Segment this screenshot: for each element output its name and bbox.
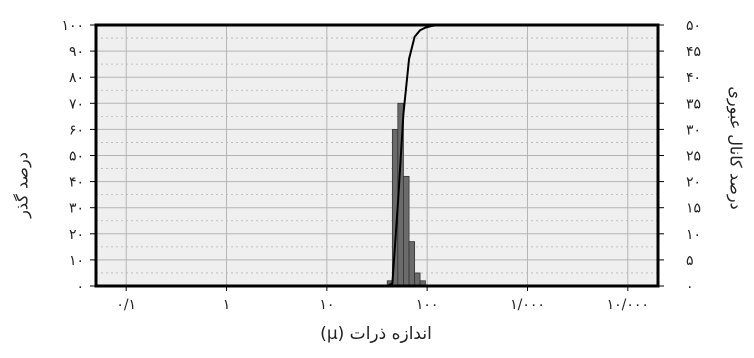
x-tick-label: ۰/۱ [116, 297, 136, 313]
y-left-tick-label: ۱۰ [69, 253, 84, 269]
y-right-tick-label: ۱۵ [686, 201, 701, 217]
histogram-bar [408, 241, 416, 287]
x-tick-label: ۱/۰۰۰ [510, 297, 545, 313]
x-tick-label: ۱۰۰ [416, 297, 439, 313]
x-tick-label: ۱۰/۰۰۰ [607, 297, 649, 313]
x-tick-label: ۱۰ [319, 297, 334, 313]
y-right-tick-label: ۵ [686, 253, 694, 269]
y-left-tick-label: ۹۰ [69, 44, 84, 60]
y-axis-right-title: درصد کانال عبوری [726, 86, 746, 210]
histogram-bar [414, 272, 421, 287]
y-left-tick-label: ۳۰ [69, 201, 84, 217]
y-right-tick-label: ۲۵ [686, 149, 701, 165]
x-axis-title: اندازه ذرات (μ) [320, 324, 432, 344]
y-right-tick-label: ۳۵ [686, 96, 701, 112]
y-left-tick-label: ۷۰ [69, 96, 84, 112]
y-left-tick-label: ۵۰ [69, 149, 84, 165]
y-right-tick-label: ۰ [686, 279, 694, 295]
y-axis-left-title: درصد گذر [12, 152, 32, 218]
y-left-tick-label: ۶۰ [69, 122, 84, 138]
y-right-tick-label: ۴۵ [686, 44, 701, 60]
y-right-tick-label: ۲۰ [686, 175, 701, 191]
x-tick-label: ۱ [223, 297, 231, 313]
y-left-tick-label: ۲۰ [69, 227, 84, 243]
y-left-tick-label: ۸۰ [69, 70, 84, 86]
y-right-tick-label: ۱۰ [686, 227, 701, 243]
y-left-tick-label: ۱۰۰ [61, 18, 84, 34]
y-right-tick-label: ۵۰ [686, 18, 701, 34]
y-right-tick-label: ۴۰ [686, 70, 701, 86]
y-left-tick-label: ۴۰ [69, 175, 84, 191]
y-left-tick-label: ۰ [76, 279, 84, 295]
histogram-bar [403, 175, 410, 287]
y-right-tick-label: ۳۰ [686, 122, 701, 138]
